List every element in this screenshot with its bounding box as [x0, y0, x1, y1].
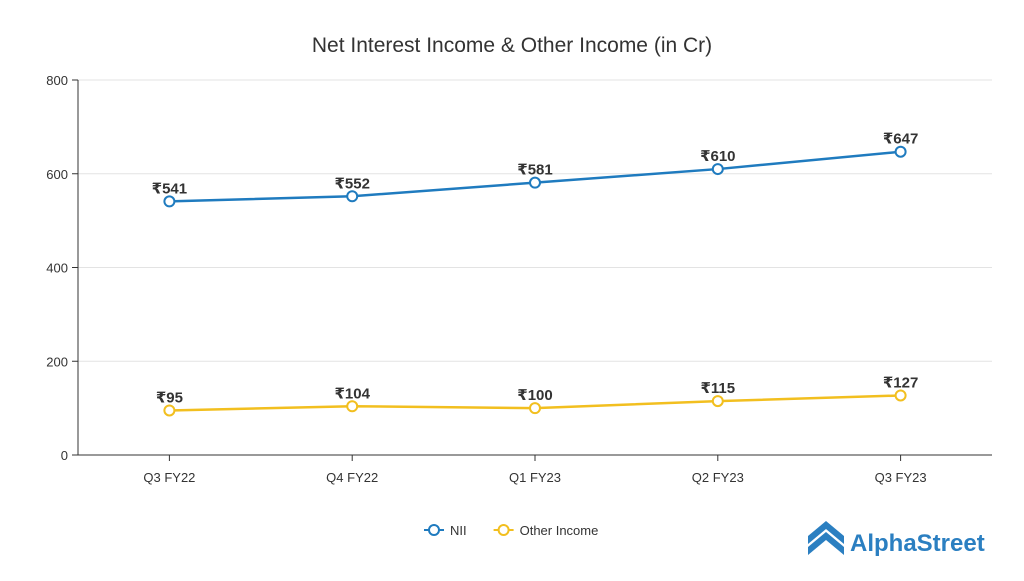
data-label-nii: ₹552 — [334, 175, 369, 192]
data-label-nii: ₹610 — [700, 148, 735, 165]
data-point-other-income — [894, 389, 907, 402]
y-tick-label: 800 — [46, 73, 68, 88]
data-labels: ₹541 ₹552 ₹581 ₹610 ₹647 ₹95 ₹104 ₹100 ₹115 ₹127 — [152, 131, 919, 407]
data-label-other-income: ₹100 — [517, 387, 552, 404]
x-tick-label: Q2 FY23 — [692, 470, 744, 485]
data-point-other-income — [163, 404, 176, 417]
data-point-other-income — [529, 402, 541, 415]
x-tick-label: Q3 FY22 — [143, 470, 195, 485]
y-tick-label: 600 — [46, 167, 68, 182]
data-point-other-income — [346, 400, 359, 413]
axes: 0 200 400 600 800 Q3 FY22 Q4 FY22 Q1 FY23 Q2 FY2… — [46, 73, 992, 485]
alphastreet-logo: AlphaStreet — [808, 521, 985, 557]
legend-swatch-marker — [428, 524, 440, 536]
alphastreet-logo-text: AlphaStreet — [850, 530, 985, 557]
data-point-nii — [346, 190, 359, 203]
x-tick-label: Q4 FY22 — [326, 470, 378, 485]
data-label-other-income: ₹104 — [334, 385, 370, 402]
data-label-nii: ₹647 — [883, 131, 918, 148]
legend-item-other-income: Other Income — [493, 523, 599, 538]
legend: NII Other Income — [424, 523, 598, 538]
legend-swatch-marker — [497, 524, 510, 536]
alphastreet-logo-icon — [808, 521, 844, 555]
data-label-other-income: ₹115 — [700, 380, 735, 397]
gridlines — [78, 79, 992, 362]
legend-item-nii: NII — [424, 523, 467, 538]
data-point-nii — [711, 163, 724, 176]
x-tick-label: Q1 FY23 — [509, 470, 561, 485]
data-point-nii — [163, 195, 176, 208]
data-label-other-income: ₹95 — [156, 389, 183, 406]
series-layer — [163, 145, 907, 417]
legend-label: NII — [450, 523, 467, 538]
legend-label: Other Income — [520, 523, 599, 538]
y-tick-label: 400 — [46, 261, 68, 276]
chart-title: Net Interest Income & Other Income (in C… — [312, 34, 712, 57]
data-point-nii — [894, 145, 907, 158]
data-point-nii — [529, 176, 541, 189]
data-label-nii: ₹541 — [152, 180, 187, 197]
data-label-nii: ₹581 — [517, 162, 552, 179]
x-tick-label: Q3 FY23 — [875, 470, 927, 485]
data-label-other-income: ₹127 — [883, 374, 918, 391]
data-point-other-income — [711, 395, 724, 408]
y-tick-label: 200 — [46, 354, 68, 369]
y-tick-label: 0 — [61, 448, 68, 463]
